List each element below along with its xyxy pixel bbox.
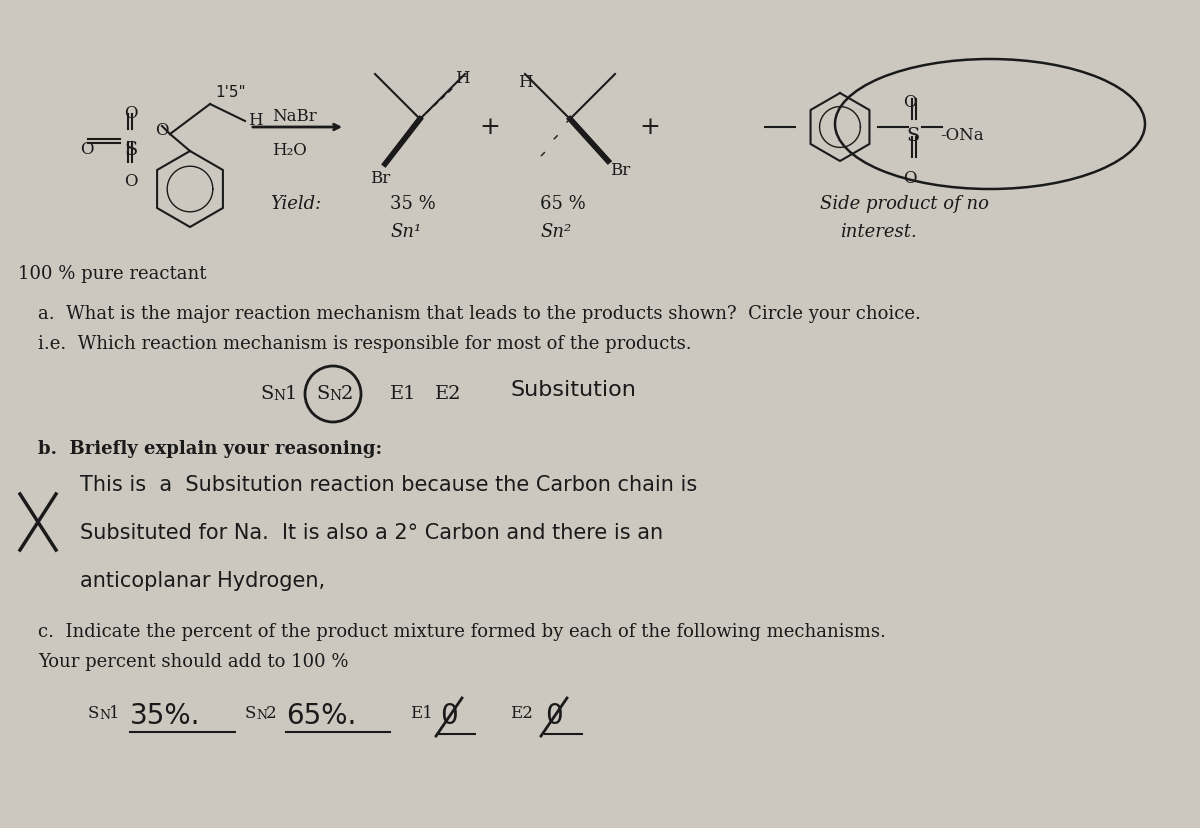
Text: Sn²: Sn² <box>540 223 571 241</box>
Text: O: O <box>124 173 138 190</box>
Text: 65%.: 65%. <box>286 701 356 729</box>
Text: H: H <box>248 112 263 129</box>
Text: E1: E1 <box>410 704 433 721</box>
Text: -ONa: -ONa <box>940 127 984 143</box>
Text: O: O <box>80 141 94 158</box>
Text: E1: E1 <box>390 384 416 402</box>
Text: N: N <box>100 708 110 721</box>
Text: c.  Indicate the percent of the product mixture formed by each of the following : c. Indicate the percent of the product m… <box>38 623 886 640</box>
Text: 2: 2 <box>341 384 353 402</box>
Text: S: S <box>245 704 257 721</box>
Text: O: O <box>904 170 917 187</box>
Text: Subsitution: Subsitution <box>510 379 636 400</box>
Text: S: S <box>316 384 329 402</box>
Text: 0: 0 <box>440 701 457 729</box>
Text: H: H <box>518 74 533 91</box>
Text: O: O <box>124 105 138 122</box>
Text: Br: Br <box>370 170 390 187</box>
Text: N: N <box>329 388 341 402</box>
Text: E2: E2 <box>510 704 533 721</box>
Text: anticoplanar Hydrogen,: anticoplanar Hydrogen, <box>80 570 325 590</box>
Text: Br: Br <box>610 161 630 179</box>
Text: i.e.  Which reaction mechanism is responsible for most of the products.: i.e. Which reaction mechanism is respons… <box>38 335 691 353</box>
Text: interest.: interest. <box>840 223 917 241</box>
Text: N: N <box>256 708 268 721</box>
Text: NaBr: NaBr <box>272 108 317 125</box>
Text: S: S <box>260 384 274 402</box>
Text: a.  What is the major reaction mechanism that leads to the products shown?  Circ: a. What is the major reaction mechanism … <box>38 305 920 323</box>
Text: 1: 1 <box>286 384 298 402</box>
Text: 1: 1 <box>109 704 120 721</box>
Text: 0: 0 <box>545 701 563 729</box>
Text: 65 %: 65 % <box>540 195 586 213</box>
Text: O: O <box>155 122 168 139</box>
Text: S: S <box>124 141 137 159</box>
Text: This is  a  Subsitution reaction because the Carbon chain is: This is a Subsitution reaction because t… <box>80 474 697 494</box>
Text: S: S <box>88 704 100 721</box>
Text: O: O <box>904 94 917 111</box>
Text: Side product of no: Side product of no <box>820 195 989 213</box>
Text: b.  Briefly explain your reasoning:: b. Briefly explain your reasoning: <box>38 440 382 457</box>
Text: Your percent should add to 100 %: Your percent should add to 100 % <box>38 652 348 670</box>
Text: S: S <box>906 127 919 145</box>
Text: Yield:: Yield: <box>270 195 322 213</box>
Text: 1'5": 1'5" <box>215 85 246 100</box>
Text: 100 % pure reactant: 100 % pure reactant <box>18 265 206 282</box>
Text: 35 %: 35 % <box>390 195 436 213</box>
Text: +: + <box>640 117 660 139</box>
Text: N: N <box>274 388 286 402</box>
Text: Subsituted for Na.  It is also a 2° Carbon and there is an: Subsituted for Na. It is also a 2° Carbo… <box>80 522 664 542</box>
Text: H₂O: H₂O <box>272 142 307 159</box>
Text: Sn¹: Sn¹ <box>390 223 421 241</box>
Text: +: + <box>480 117 500 139</box>
Text: 2: 2 <box>266 704 277 721</box>
Text: E2: E2 <box>436 384 462 402</box>
Text: H: H <box>455 70 469 87</box>
Text: 35%.: 35%. <box>130 701 200 729</box>
